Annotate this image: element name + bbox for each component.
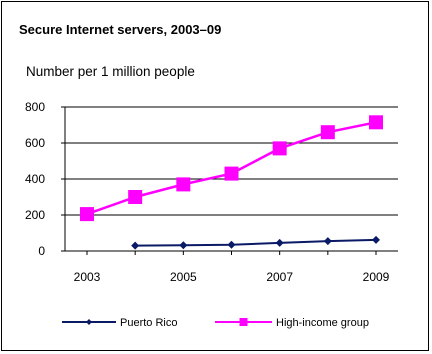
y-tick-label: 800 — [25, 100, 45, 114]
data-point — [275, 238, 284, 247]
data-point — [131, 241, 140, 250]
data-point — [372, 235, 380, 244]
legend-item: High-income group — [215, 317, 369, 329]
x-tick-label: 2005 — [170, 270, 197, 284]
chart-subtitle: Number per 1 million people — [26, 64, 195, 79]
x-tick-label: 2007 — [266, 270, 293, 284]
gridlines — [65, 106, 398, 216]
legend-marker — [239, 318, 248, 326]
legend: Puerto Rico High-income group — [62, 317, 369, 329]
data-point — [80, 207, 94, 222]
data-point — [176, 177, 191, 192]
data-point — [179, 241, 188, 250]
data-point — [227, 240, 236, 249]
x-tick-label: 2003 — [74, 270, 101, 284]
legend-label: High-income group — [276, 317, 369, 329]
data-point — [272, 141, 287, 156]
chart-frame — [1, 1, 429, 351]
series-line — [135, 238, 377, 247]
series-puerto-rico — [131, 235, 380, 250]
data-point — [224, 166, 239, 181]
legend-item: Puerto Rico — [62, 317, 177, 329]
data-point — [323, 237, 332, 246]
y-axis-ticks: 0 200 400 600 800 — [25, 100, 65, 258]
y-tick-label: 200 — [25, 208, 45, 222]
y-tick-label: 400 — [25, 172, 45, 186]
x-axis-ticks: 2003 2005 2007 2009 — [74, 251, 390, 284]
data-point — [369, 115, 383, 130]
y-tick-label: 600 — [25, 136, 45, 150]
y-tick-label: 0 — [38, 244, 45, 258]
data-point — [128, 190, 143, 204]
data-point — [320, 125, 335, 140]
legend-label: Puerto Rico — [120, 317, 177, 329]
series-high-income-group — [80, 115, 383, 222]
series-group — [80, 115, 383, 250]
chart-title: Secure Internet servers, 2003–09 — [19, 22, 222, 37]
legend-marker — [86, 319, 92, 325]
x-tick-label: 2009 — [363, 270, 390, 284]
